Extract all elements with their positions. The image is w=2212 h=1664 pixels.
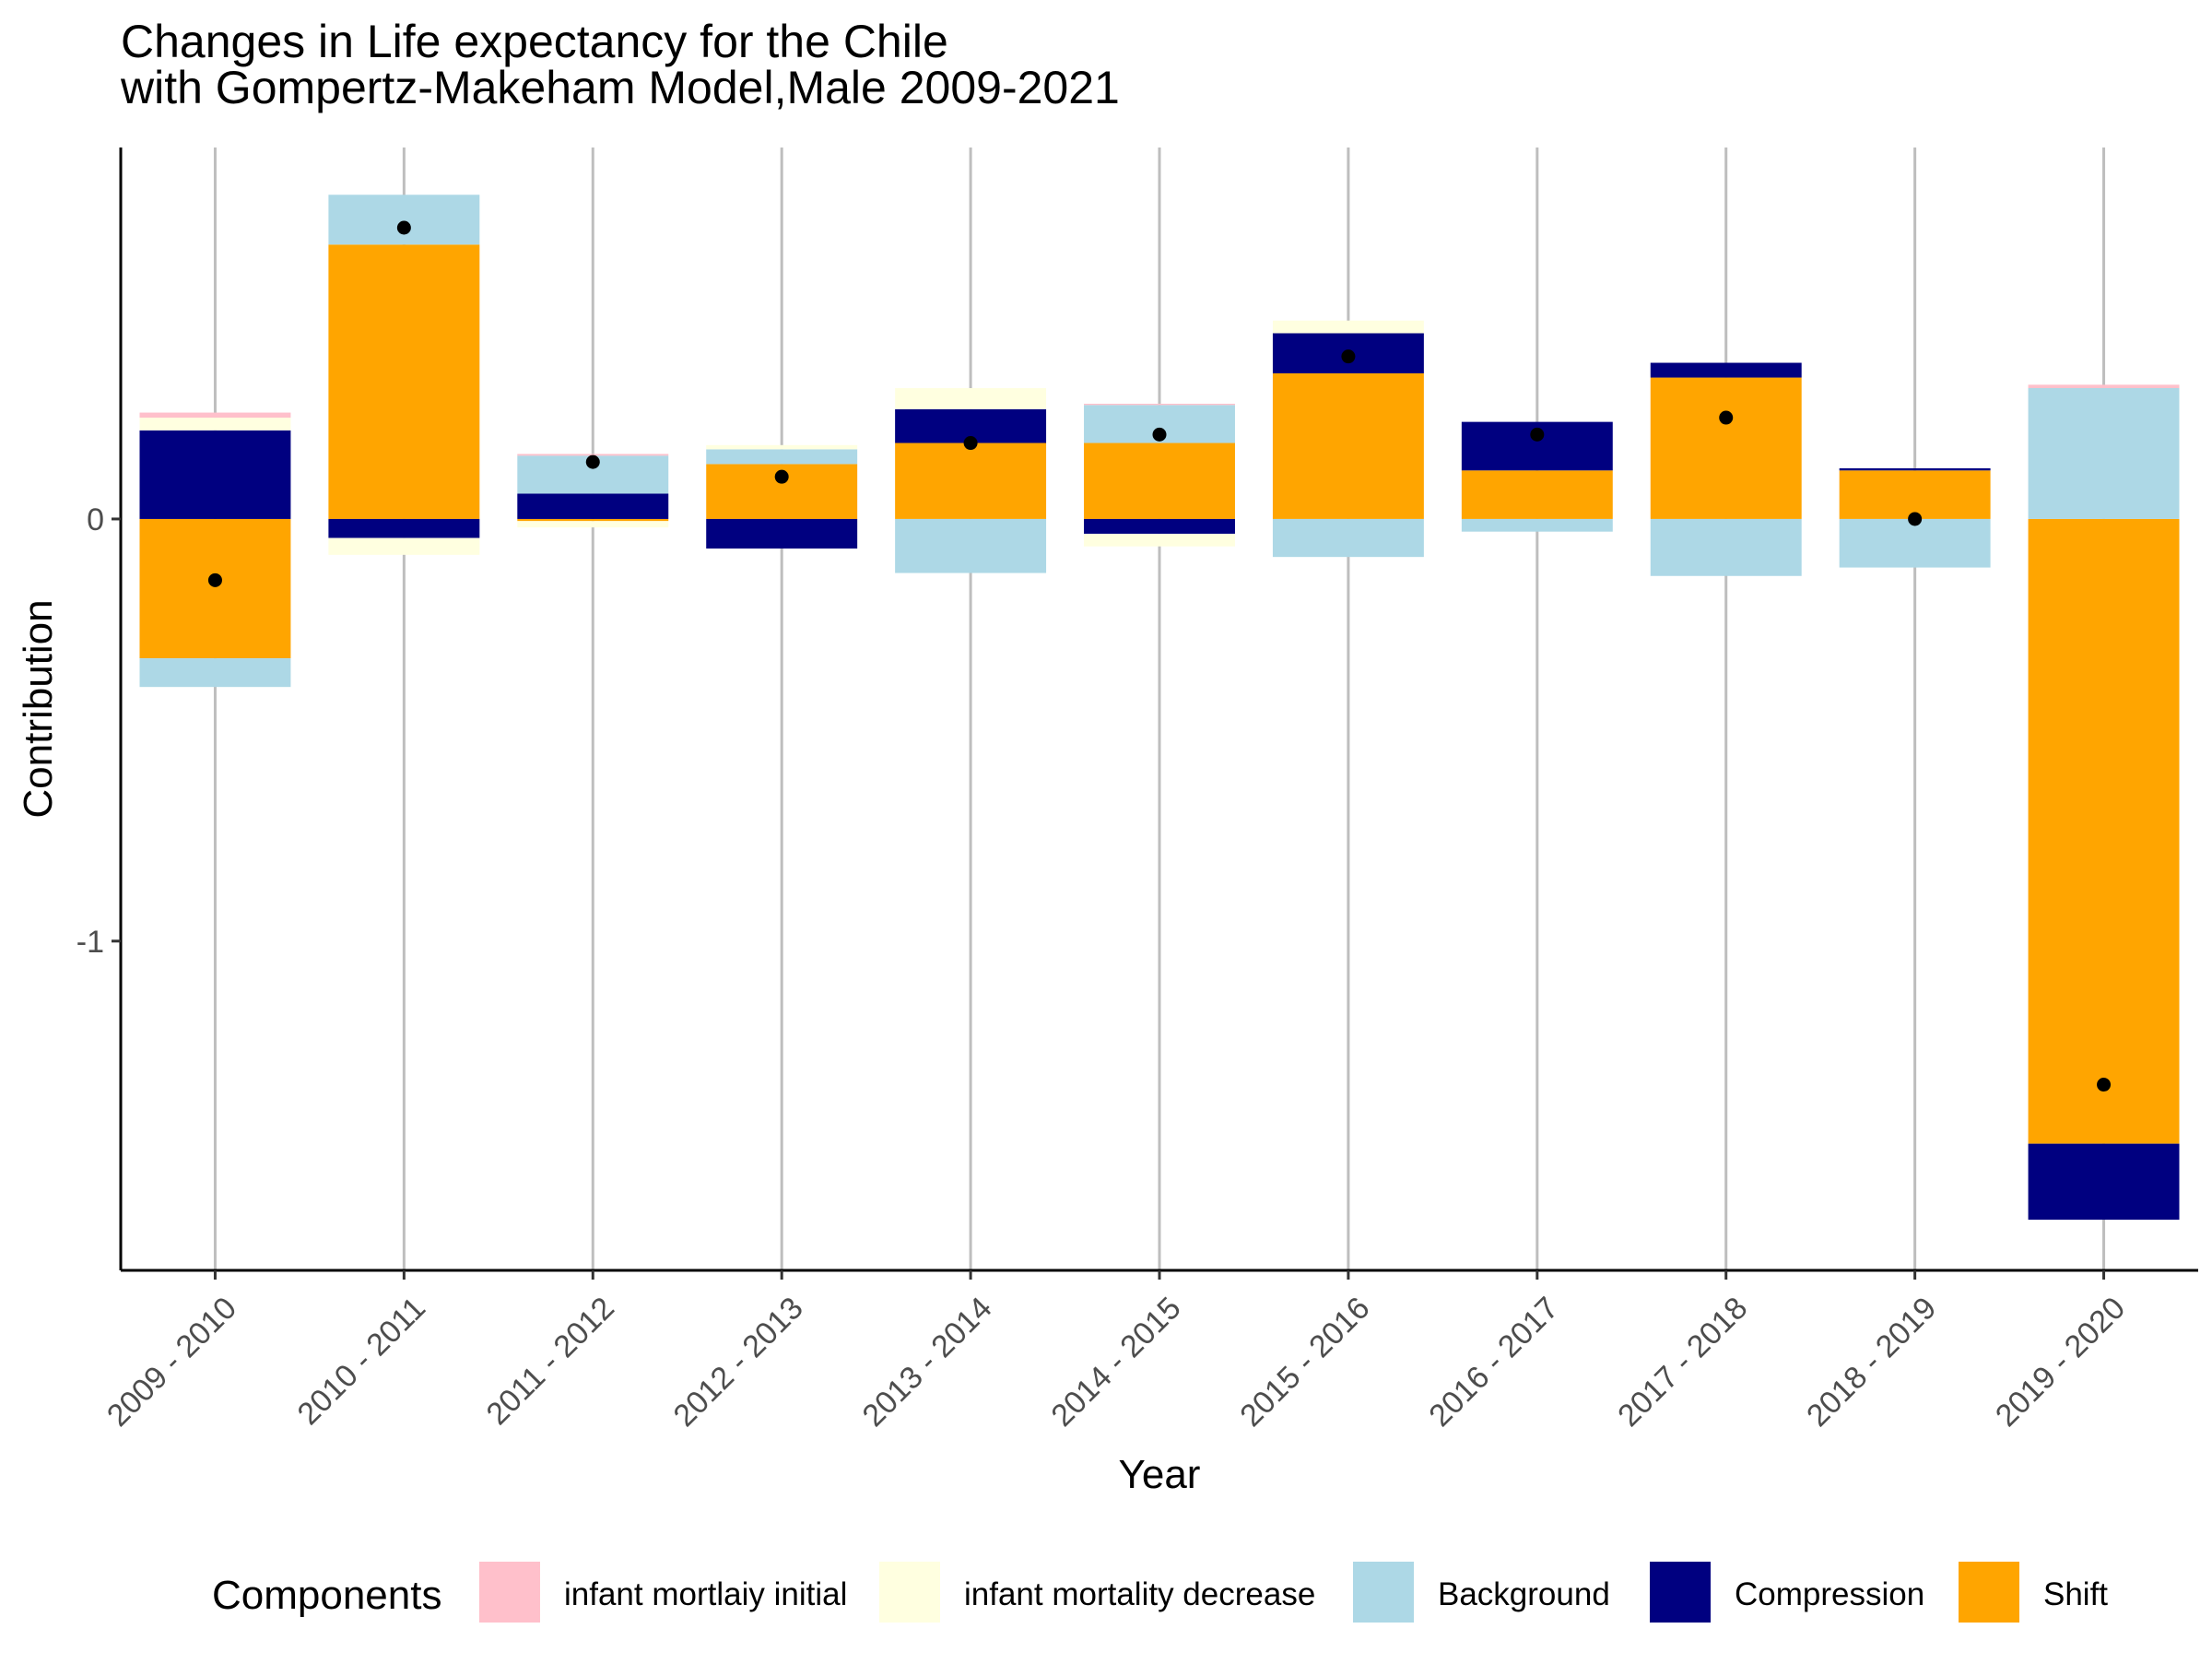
bar-compression-2014-2015 <box>1084 518 1235 534</box>
bar-background-2012-2013 <box>706 449 858 465</box>
bar-infant-mortality-decrease-2013-2014 <box>895 388 1047 409</box>
bar-compression-2017-2018 <box>1650 362 1802 378</box>
x-axis-title: Year <box>1119 1452 1201 1497</box>
bar-compression-2018-2019 <box>1839 468 1991 471</box>
x-tick-label: 2017 - 2018 <box>1611 1291 1754 1434</box>
total-points <box>207 220 2112 1092</box>
bar-infant-mortlaiy-initial-2011-2012 <box>517 454 669 456</box>
total-point-2012-2013 <box>774 469 789 484</box>
y-tick-label: -1 <box>76 925 104 960</box>
bar-compression-2011-2012 <box>517 493 669 519</box>
x-tick-label: 2014 - 2015 <box>1044 1291 1187 1434</box>
total-point-2018-2019 <box>1908 512 1923 526</box>
x-tick-label: 2016 - 2017 <box>1422 1291 1565 1434</box>
total-point-2015-2016 <box>1341 349 1356 364</box>
x-tick-label: 2013 - 2014 <box>856 1291 999 1434</box>
bar-background-2018-2019 <box>1839 518 1991 568</box>
total-point-2009-2010 <box>207 572 222 587</box>
bar-background-2016-2017 <box>1461 518 1613 532</box>
bar-shift-2018-2019 <box>1839 470 1991 519</box>
grid-lines <box>213 148 2106 1270</box>
x-tick-label: 2011 - 2012 <box>479 1291 620 1432</box>
legend-label-infant-mortlaiy-initial: infant mortlaiy initial <box>564 1576 847 1612</box>
bar-infant-mortlaiy-initial-2014-2015 <box>1084 403 1235 406</box>
bars <box>139 195 2180 1221</box>
legend-key-compression <box>1650 1562 1711 1623</box>
bar-shift-2011-2012 <box>517 518 669 522</box>
bar-compression-2019-2020 <box>2028 1143 2180 1221</box>
bar-background-2010-2011 <box>328 195 480 245</box>
legend-label-background: Background <box>1438 1576 1610 1612</box>
bar-infant-mortality-decrease-2010-2011 <box>328 537 480 555</box>
bar-infant-mortality-decrease-2014-2015 <box>1084 533 1235 547</box>
bar-infant-mortality-decrease-2012-2013 <box>706 444 858 450</box>
bar-compression-2012-2013 <box>706 518 858 549</box>
chart-title: Changes in Life expectancy for the Chile… <box>120 16 1120 113</box>
total-point-2019-2020 <box>2097 1078 2112 1092</box>
total-point-2013-2014 <box>963 436 978 451</box>
legend: Components infant mortlaiy initial infant … <box>212 1562 2108 1623</box>
bar-shift-2014-2015 <box>1084 443 1235 519</box>
total-point-2011-2012 <box>585 454 600 469</box>
bar-shift-2013-2014 <box>895 443 1047 519</box>
total-point-2010-2011 <box>396 220 411 235</box>
x-tick-label: 2010 - 2011 <box>291 1291 432 1432</box>
y-ticks: 0 -1 <box>76 502 121 960</box>
bar-infant-mortlaiy-initial-2009-2010 <box>139 412 291 419</box>
bar-shift-2019-2020 <box>2028 518 2180 1144</box>
legend-label-infant-mortality-decrease: infant mortality decrease <box>964 1576 1315 1612</box>
legend-key-infant-mortlaiy-initial <box>479 1562 540 1623</box>
legend-key-shift <box>1959 1562 2019 1623</box>
bar-infant-mortality-decrease-2015-2016 <box>1272 320 1424 334</box>
bar-shift-2017-2018 <box>1650 377 1802 519</box>
chart-title-line: with Gompertz-Makeham Model,Male 2009-20… <box>120 62 1120 113</box>
bar-background-2009-2010 <box>139 658 291 688</box>
legend-key-infant-mortality-decrease <box>879 1562 940 1623</box>
legend-label-shift: Shift <box>2043 1576 2108 1612</box>
y-tick-label: 0 <box>87 502 104 537</box>
bar-compression-2010-2011 <box>328 518 480 538</box>
bar-shift-2015-2016 <box>1272 372 1424 519</box>
total-point-2017-2018 <box>1719 410 1734 425</box>
x-tick-label: 2019 - 2020 <box>1989 1291 2132 1434</box>
x-tick-label: 2012 - 2013 <box>667 1291 810 1434</box>
bar-background-2013-2014 <box>895 518 1047 573</box>
legend-label-compression: Compression <box>1735 1576 1924 1612</box>
bar-background-2019-2020 <box>2028 388 2180 519</box>
x-tick-label: 2009 - 2010 <box>100 1291 243 1434</box>
bar-compression-2009-2010 <box>139 430 291 519</box>
bar-background-2017-2018 <box>1650 518 1802 576</box>
bar-infant-mortality-decrease-2009-2010 <box>139 418 291 431</box>
total-point-2016-2017 <box>1530 427 1545 442</box>
bar-shift-2010-2011 <box>328 244 480 519</box>
x-tick-label: 2015 - 2016 <box>1233 1291 1376 1434</box>
bar-background-2015-2016 <box>1272 518 1424 558</box>
y-axis-title: Contribution <box>16 599 61 818</box>
legend-key-background <box>1353 1562 1414 1623</box>
chart-title-line: Changes in Life expectancy for the Chile <box>121 16 948 67</box>
x-tick-label: 2018 - 2019 <box>1800 1291 1943 1434</box>
bar-infant-mortlaiy-initial-2019-2020 <box>2028 384 2180 388</box>
bar-shift-2016-2017 <box>1461 470 1613 519</box>
total-point-2014-2015 <box>1152 427 1167 442</box>
bar-shift-2009-2010 <box>139 518 291 659</box>
legend-title: Components <box>212 1573 441 1618</box>
bar-infant-mortality-decrease-2011-2012 <box>517 521 669 528</box>
x-ticks: 2009 - 2010 2010 - 2011 2011 - 2012 2012 - … <box>100 1270 2132 1434</box>
